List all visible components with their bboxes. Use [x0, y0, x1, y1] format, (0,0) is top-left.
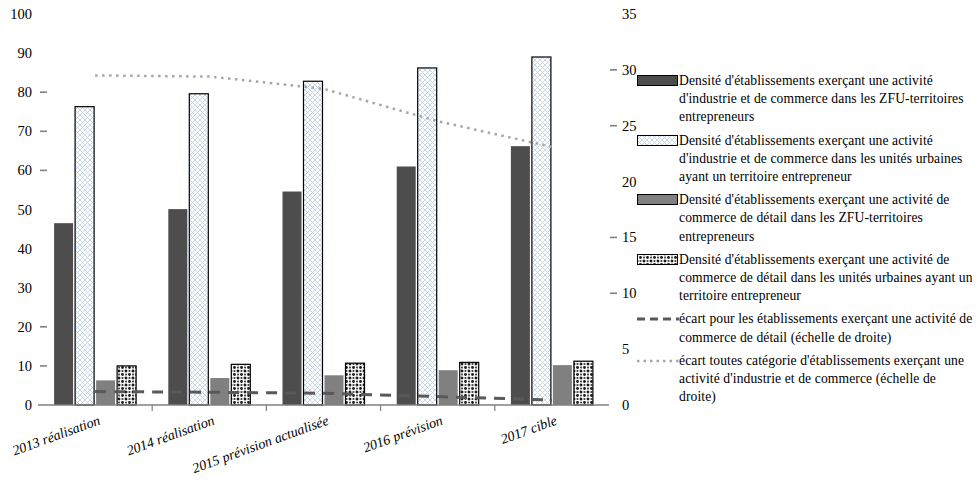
- legend-item-5: écart pour les établissements exerçant u…: [637, 310, 973, 346]
- right-axis-label: 35: [622, 6, 637, 22]
- legend-label: Densité d'établissements exerçant une ac…: [679, 191, 973, 246]
- bar-cross-legend-swatch: [637, 135, 679, 146]
- bar-dark-legend-swatch: [637, 75, 679, 86]
- left-axis-label: 100: [10, 6, 32, 22]
- legend-item-6: écart toutes catégorie d'établissements …: [637, 352, 973, 407]
- x-axis-category-label: 2013 réalisation: [10, 413, 102, 459]
- chart-legend: Densité d'établissements exerçant une ac…: [637, 72, 973, 406]
- legend-label: écart toutes catégorie d'établissements …: [679, 352, 973, 407]
- x-axis-category-label: 2014 réalisation: [125, 413, 217, 459]
- bar-series1-cat4: [397, 166, 416, 405]
- bar-series3-cat3: [325, 375, 344, 405]
- line-dashed-legend-swatch: [637, 313, 679, 324]
- right-axis-label: 25: [622, 118, 637, 134]
- plot-area: 0 10 20 30 40 50 60 70 80 90 100 0 5 10 15 20 25 30 35 2013…: [0, 0, 660, 487]
- bar-series1-cat1: [54, 223, 73, 405]
- left-axis-label: 40: [18, 241, 33, 257]
- left-axis-label: 70: [18, 123, 33, 139]
- bar-series1-cat5: [511, 146, 530, 405]
- legend-item-1: Densité d'établissements exerçant une ac…: [637, 72, 973, 127]
- left-axis-label: 50: [18, 202, 33, 218]
- left-axis-label: 10: [18, 358, 33, 374]
- right-axis-label: 30: [622, 62, 637, 78]
- bar-series2-cat2: [189, 94, 208, 405]
- left-axis-label: 0: [25, 397, 32, 413]
- legend-label: Densité d'établissements exerçant une ac…: [679, 72, 973, 127]
- legend-label: Densité d'établissements exerçant une ac…: [679, 251, 973, 306]
- right-axis-label: 5: [622, 341, 629, 357]
- bar-series4-cat3: [346, 363, 365, 405]
- legend-item-3: Densité d'établissements exerçant une ac…: [637, 191, 973, 246]
- bar-series2-cat1: [75, 107, 94, 405]
- legend-item-2: Densité d'établissements exerçant une ac…: [637, 132, 973, 187]
- left-axis-label: 90: [18, 45, 33, 61]
- bar-gray-legend-swatch: [637, 194, 679, 205]
- right-axis-label: 15: [622, 229, 637, 245]
- bar-series4-cat1: [117, 366, 136, 405]
- bar-series3-cat4: [439, 370, 458, 405]
- bars-layer: [54, 57, 593, 405]
- combo-chart: 0 10 20 30 40 50 60 70 80 90 100 0 5 10 15 20 25 30 35 2013…: [0, 0, 979, 487]
- legend-label: écart pour les établissements exerçant u…: [679, 310, 973, 346]
- left-axis-label: 20: [18, 319, 33, 335]
- legend-item-4: Densité d'établissements exerçant une ac…: [637, 251, 973, 306]
- right-axis-label: 20: [622, 174, 637, 190]
- bar-series4-cat2: [231, 364, 250, 405]
- bar-series4-cat5: [574, 361, 593, 405]
- bar-series2-cat5: [532, 57, 551, 405]
- left-axis-label: 60: [18, 162, 33, 178]
- right-axis-label: 10: [622, 285, 637, 301]
- right-axis-label: 0: [622, 397, 629, 413]
- bar-series1-cat2: [168, 209, 187, 405]
- line-dashed: [95, 392, 552, 400]
- line-dotted-legend-swatch: [637, 355, 679, 366]
- left-axis-label: 80: [18, 84, 33, 100]
- lines-layer: [95, 75, 552, 400]
- legend-label: Densité d'établissements exerçant une ac…: [679, 132, 973, 187]
- left-axis-label: 30: [18, 280, 33, 296]
- bar-series3-cat5: [553, 365, 572, 405]
- bar-series1-cat3: [283, 192, 302, 405]
- line-dotted: [95, 75, 552, 146]
- x-axis-category-label: 2017 cible: [499, 413, 559, 447]
- bar-series2-cat3: [304, 81, 323, 405]
- x-axis-category-label: 2016 prévision: [361, 413, 445, 456]
- bar-dots-legend-swatch: [637, 254, 679, 265]
